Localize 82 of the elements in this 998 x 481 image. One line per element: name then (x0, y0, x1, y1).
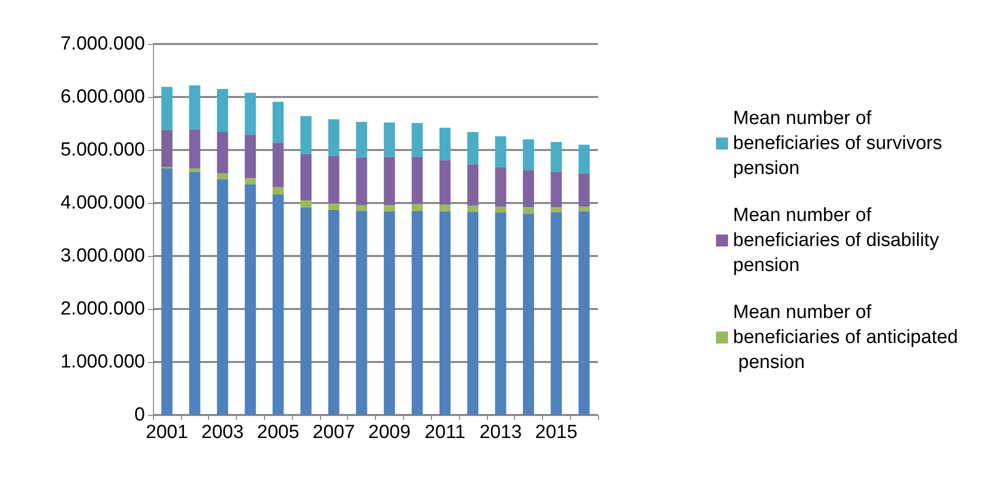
bar (300, 116, 312, 154)
y-tick-label: 3.000.000 (60, 246, 145, 266)
bar (189, 129, 200, 169)
bar (550, 207, 562, 213)
bar (216, 132, 228, 174)
bar (522, 139, 534, 170)
bar (578, 144, 590, 174)
x-tick-label: 2015 (535, 422, 578, 443)
bar (356, 210, 368, 415)
bar (272, 194, 284, 415)
bar (272, 187, 284, 195)
bar (300, 200, 312, 208)
bar (328, 210, 340, 415)
x-tick-label: 2009 (368, 422, 411, 443)
bar (244, 134, 256, 178)
bar (550, 142, 562, 172)
bar (467, 212, 478, 415)
legend-label: Mean number of beneficiaries of anticipated pension (733, 302, 958, 373)
bar (412, 156, 423, 204)
bar (467, 164, 478, 206)
y-tick-label: 1.000.000 (60, 352, 145, 372)
bar (384, 211, 395, 415)
bar (189, 172, 200, 415)
x-tick-label: 2007 (312, 422, 355, 443)
bar (300, 154, 312, 200)
x-tick-label: 2011 (424, 422, 466, 443)
bar (189, 168, 200, 172)
bar (244, 92, 256, 135)
bar (216, 179, 228, 415)
bar (412, 122, 423, 157)
bar (578, 206, 590, 212)
bar (356, 122, 368, 158)
bar (578, 211, 590, 415)
bar (522, 170, 534, 208)
bar (439, 204, 451, 212)
bar (189, 85, 200, 130)
bar (578, 173, 590, 207)
bar (522, 214, 534, 415)
bar (161, 86, 172, 130)
bar (495, 212, 506, 415)
x-tick-label: 2003 (201, 422, 244, 443)
bar (467, 132, 478, 164)
bar (412, 210, 423, 415)
bar (356, 157, 368, 206)
y-tick-label: 0 (134, 404, 145, 426)
y-tick-label: 6.000.000 (60, 86, 145, 108)
bar (439, 211, 451, 415)
x-tick-label: 2001 (146, 422, 188, 443)
bar (161, 130, 172, 167)
bar (328, 119, 340, 156)
bar (328, 204, 340, 210)
bar (216, 173, 228, 180)
bar (522, 207, 534, 214)
bar (550, 212, 562, 415)
bar (216, 89, 228, 132)
bar (328, 156, 340, 204)
bar (300, 207, 312, 415)
legend-label: Mean number of beneficiaries of disability pension (733, 205, 944, 276)
bar (495, 206, 506, 213)
x-tick-label: 2013 (480, 422, 522, 443)
x-tick-label: 2005 (257, 422, 300, 443)
y-tick-label: 7.000.000 (60, 34, 145, 54)
y-tick-label: 5.000.000 (60, 140, 145, 160)
bar (384, 122, 395, 157)
bar (495, 136, 506, 168)
bar (384, 205, 395, 212)
legend-label: Mean number of beneficiaries of survivors pension (733, 108, 948, 179)
y-tick-label: 4.000.000 (60, 192, 145, 214)
bar (439, 160, 451, 205)
bar (244, 184, 256, 415)
bar (550, 172, 562, 208)
bar (161, 168, 172, 415)
bar (495, 167, 506, 207)
bar (356, 205, 368, 211)
bar (244, 178, 256, 184)
bar (272, 102, 284, 143)
bar (384, 156, 395, 206)
bar (467, 206, 478, 212)
bar (412, 204, 423, 211)
bar (272, 142, 284, 188)
bar (439, 128, 451, 160)
y-tick-label: 2.000.000 (60, 298, 145, 320)
